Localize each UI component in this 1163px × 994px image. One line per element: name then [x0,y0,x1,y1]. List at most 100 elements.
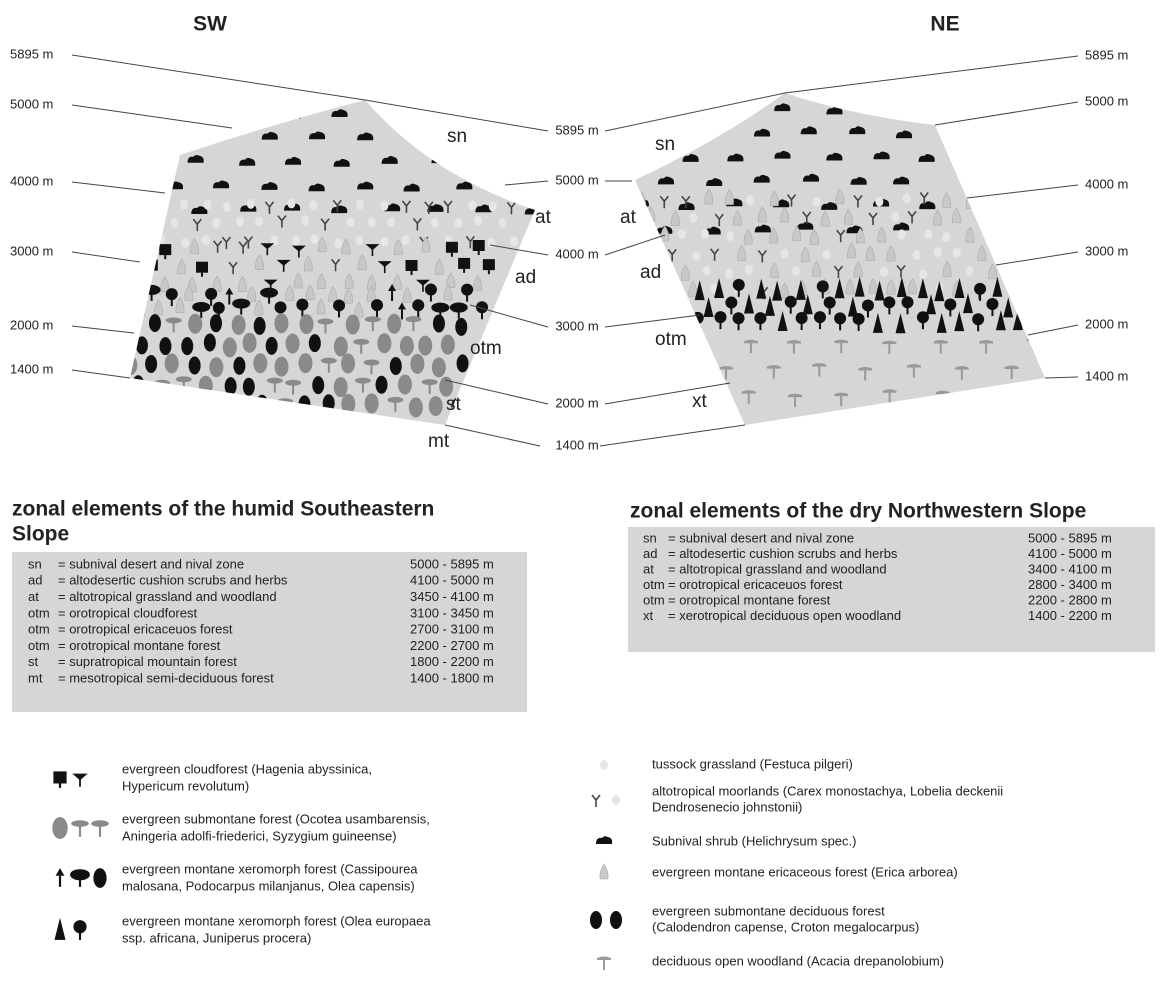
erica-icon [357,254,367,270]
icon [212,275,222,292]
tuft-icon [330,258,341,272]
grass-icon [291,235,300,246]
shrub-icon [191,206,208,214]
icon [902,193,911,204]
cone-icon [954,278,965,299]
shrub-icon [381,156,398,164]
icon [332,199,342,213]
table-cell: otm [28,638,50,653]
icon [154,379,171,395]
tree-icon [255,394,268,413]
tree-icon [377,333,392,354]
tree-icon [333,299,346,312]
tree-icon [408,397,423,418]
cloud-icon [53,771,67,784]
tuft-icon [332,199,342,213]
tuft-icon [659,195,669,209]
grass-icon [454,218,463,229]
icon [449,302,468,319]
icon [812,363,827,377]
icon [238,241,248,254]
icon [753,128,771,137]
shrub-icon [635,106,650,115]
icon [270,235,279,246]
icon [276,259,291,272]
tree-icon [242,332,257,353]
erica-icon [130,285,137,301]
icon [635,150,648,158]
icon [328,286,338,302]
icon [212,396,225,415]
table-cell: 1400 - 2200 m [1028,608,1112,623]
erica-icon [344,272,354,289]
icon [883,296,896,315]
tuft-icon [919,192,929,205]
erica-icon [877,226,887,243]
icon [847,242,856,259]
tree-icon [387,396,404,403]
icon [797,221,814,230]
tree-icon [412,299,425,312]
shrub-icon [918,154,935,162]
grass-icon [430,217,439,228]
icon [242,332,257,353]
icon [591,794,601,807]
shrub-icon [802,173,820,182]
cloud-icon [159,244,172,256]
shrub-icon [480,111,497,120]
icon [482,259,495,275]
shrub-icon [893,222,910,231]
icon [823,296,836,315]
icon [341,238,351,255]
icon [357,254,367,270]
erica-icon [977,245,987,261]
grass-icon [635,229,644,240]
icon [525,111,535,120]
icon [397,302,406,320]
icon [690,341,705,356]
tree-icon [795,312,808,325]
tree-icon [431,357,446,378]
shrub-icon [525,111,535,120]
erica-icon [247,285,257,302]
icon [1004,365,1019,380]
icon [995,310,1006,331]
erica-icon [443,284,453,301]
icon [774,103,791,112]
tuft-icon [228,261,238,275]
icon [299,314,314,335]
erica-icon [769,262,779,278]
icon [54,917,66,940]
icon [344,272,354,289]
erica-icon [305,284,315,300]
erica-icon [154,299,163,316]
table-cell: 3100 - 3450 m [410,605,494,620]
shrub-icon [240,109,257,118]
tree-icon [164,400,181,407]
tree-icon [432,314,445,333]
icon [399,335,414,356]
icon [320,357,337,373]
tree-icon [813,311,826,324]
icon-band [691,276,1036,334]
icon [320,218,330,231]
icon [874,280,885,301]
icon [70,869,90,887]
shrub-icon [308,131,326,140]
acacia-icon [1026,337,1041,342]
icon [364,393,379,414]
shrub-icon [308,183,325,192]
erica-icon [725,189,734,205]
icon [446,272,456,288]
icon [472,239,485,255]
icon [769,190,779,207]
icon [719,365,734,380]
tree-icon [590,911,602,929]
icon [308,183,325,192]
icon [802,173,820,182]
icon [746,195,755,206]
erica-icon [134,236,144,253]
grass-icon [235,216,244,227]
icon [209,357,224,378]
icon [432,314,445,333]
